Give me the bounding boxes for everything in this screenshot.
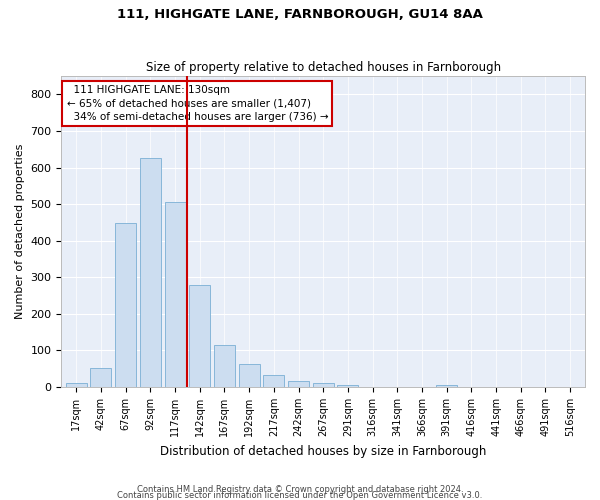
- Title: Size of property relative to detached houses in Farnborough: Size of property relative to detached ho…: [146, 60, 501, 74]
- Bar: [164, 202, 185, 387]
- Bar: [239, 364, 260, 387]
- X-axis label: Distribution of detached houses by size in Farnborough: Distribution of detached houses by size …: [160, 444, 487, 458]
- Text: Contains HM Land Registry data © Crown copyright and database right 2024.: Contains HM Land Registry data © Crown c…: [137, 484, 463, 494]
- Bar: [91, 368, 112, 387]
- Bar: [115, 223, 136, 387]
- Bar: [337, 384, 358, 387]
- Text: Contains public sector information licensed under the Open Government Licence v3: Contains public sector information licen…: [118, 490, 482, 500]
- Bar: [189, 286, 210, 387]
- Bar: [436, 384, 457, 387]
- Bar: [313, 384, 334, 387]
- Bar: [140, 158, 161, 387]
- Text: 111 HIGHGATE LANE: 130sqm  
← 65% of detached houses are smaller (1,407)
  34% o: 111 HIGHGATE LANE: 130sqm ← 65% of detac…: [67, 86, 328, 122]
- Y-axis label: Number of detached properties: Number of detached properties: [15, 144, 25, 320]
- Bar: [66, 384, 87, 387]
- Bar: [288, 381, 309, 387]
- Text: 111, HIGHGATE LANE, FARNBOROUGH, GU14 8AA: 111, HIGHGATE LANE, FARNBOROUGH, GU14 8A…: [117, 8, 483, 20]
- Bar: [214, 345, 235, 387]
- Bar: [263, 375, 284, 387]
